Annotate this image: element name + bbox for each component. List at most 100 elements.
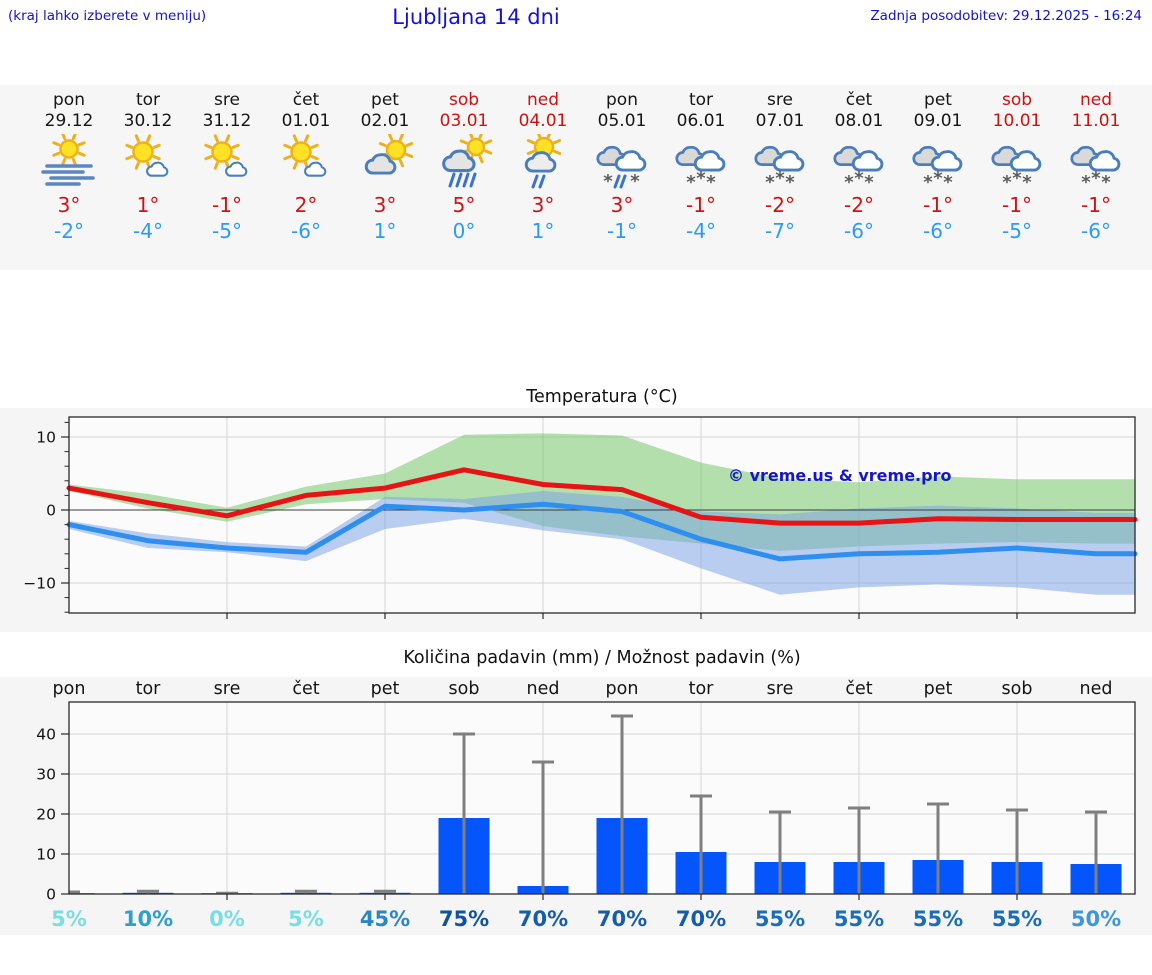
precip-probability: 0%: [209, 907, 245, 931]
day-date: 31.12: [202, 111, 252, 131]
svg-text:*: *: [630, 171, 640, 190]
svg-text:*: *: [686, 172, 696, 190]
day-name: sob: [1001, 90, 1033, 110]
precip-probability: 10%: [123, 907, 173, 931]
forecast-day-1: tor 30.12 1° -4°: [108, 90, 188, 244]
forecast-day-3: čet 01.01 2° -6°: [266, 90, 346, 244]
day-date: 03.01: [439, 111, 489, 131]
day-name: sre: [767, 90, 793, 110]
svg-text:*: *: [1091, 168, 1101, 189]
low-temp: -6°: [1081, 219, 1111, 243]
day-date: 08.01: [834, 111, 884, 131]
low-temp: -7°: [765, 219, 795, 243]
precipitation-chart-title: Količina padavin (mm) / Možnost padavin …: [403, 648, 801, 668]
day-date: 02.01: [360, 111, 410, 131]
day-label: tor: [136, 679, 162, 699]
high-temp: 3°: [610, 193, 634, 217]
day-label: pet: [924, 679, 953, 699]
low-temp: -2°: [54, 219, 84, 243]
precip-probability: 55%: [755, 907, 805, 931]
forecast-day-11: pet 09.01 * * * -1° -6°: [898, 90, 978, 244]
day-name: sre: [214, 90, 240, 110]
day-date: 05.01: [597, 111, 647, 131]
svg-text:*: *: [1101, 172, 1111, 190]
forecast-day-7: pon 05.01 * * 3° -1°: [582, 90, 662, 244]
day-name: čet: [292, 90, 320, 110]
page-title: Ljubljana 14 dni: [392, 5, 560, 29]
y-tick-label: 0: [46, 886, 56, 904]
temperature-chart: 10 0 −10: [0, 385, 1152, 632]
max-temp-line: [66, 467, 1138, 526]
high-temp: 3°: [373, 193, 397, 217]
precip-probability: 55%: [834, 907, 884, 931]
high-temp: -1°: [212, 193, 242, 217]
clouds-snow-icon: * * *: [1056, 134, 1136, 193]
svg-text:*: *: [785, 172, 795, 190]
precip-probability: 55%: [913, 907, 963, 931]
precip-probability: 5%: [51, 907, 87, 931]
day-date: 29.12: [44, 111, 94, 131]
day-label: tor: [689, 679, 715, 699]
svg-text:*: *: [1012, 168, 1022, 189]
day-label: čet: [292, 679, 319, 699]
svg-text:*: *: [854, 168, 864, 189]
low-temp: 1°: [531, 219, 555, 243]
day-name: pon: [606, 90, 638, 110]
high-temp: -1°: [923, 193, 953, 217]
high-temp: 3°: [531, 193, 555, 217]
precip-probability: 50%: [1071, 907, 1121, 931]
svg-text:*: *: [1002, 172, 1012, 190]
low-temp: -4°: [133, 219, 163, 243]
low-temp: -6°: [291, 219, 321, 243]
low-temp: -6°: [844, 219, 874, 243]
high-temp: -1°: [686, 193, 716, 217]
svg-text:*: *: [765, 172, 775, 190]
y-tick-label: 10: [36, 846, 56, 864]
day-date: 10.01: [992, 111, 1042, 131]
low-temp: -5°: [212, 219, 242, 243]
svg-text:*: *: [844, 172, 854, 190]
clouds-snow-icon: * * *: [898, 134, 978, 193]
svg-text:*: *: [706, 172, 716, 190]
y-tick-label: 40: [36, 726, 56, 744]
high-temp: 5°: [452, 193, 476, 217]
svg-text:*: *: [923, 172, 933, 190]
forecast-day-13: ned 11.01 * * * -1° -6°: [1056, 90, 1136, 244]
high-temp: 2°: [294, 193, 318, 217]
forecast-day-10: čet 08.01 * * * -2° -6°: [819, 90, 899, 244]
precip-probability: 75%: [439, 907, 489, 931]
svg-text:*: *: [864, 172, 874, 190]
high-temp: 1°: [136, 193, 160, 217]
location-menu-hint[interactable]: (kraj lahko izberete v meniju): [8, 8, 207, 24]
y-tick-label: −10: [23, 575, 56, 593]
svg-text:*: *: [933, 168, 943, 189]
sun-cloud-rain-icon: [503, 129, 583, 192]
sun-cloud-icon: [266, 134, 346, 192]
svg-text:*: *: [1081, 172, 1091, 190]
min-temp-band: [69, 491, 1135, 595]
day-label: ned: [527, 679, 560, 699]
last-update-label: Zadnja posodobitev: 29.12.2025 - 16:24: [870, 8, 1142, 24]
forecast-day-8: tor 06.01 * * * -1° -4°: [661, 90, 741, 244]
day-name: pet: [924, 90, 952, 110]
high-temp: -2°: [765, 193, 795, 217]
low-temp: -1°: [607, 219, 637, 243]
forecast-day-0: pon 29.12 3° -2°: [29, 90, 109, 244]
day-label: pet: [371, 679, 400, 699]
forecast-day-2: sre 31.12 -1° -5°: [187, 90, 267, 244]
clouds-sleet-icon: * *: [582, 134, 662, 192]
forecast-strip: pon 29.12 3° -2° tor 30.12 1° -4° sre 31…: [0, 85, 1152, 270]
clouds-snow-icon: * * *: [977, 134, 1057, 193]
temperature-chart-title: Temperatura (°C): [526, 387, 678, 407]
day-label: pon: [606, 679, 639, 699]
sun-fog-icon: [29, 132, 109, 192]
day-label: čet: [845, 679, 872, 699]
svg-text:*: *: [603, 171, 613, 190]
clouds-snow-icon: * * *: [819, 134, 899, 193]
day-label: sob: [1002, 679, 1033, 699]
sun-cloud-icon: [187, 134, 267, 192]
forecast-day-4: pet 02.01 3° 1°: [345, 90, 425, 244]
low-temp: -5°: [1002, 219, 1032, 243]
day-date: 07.01: [755, 111, 805, 131]
